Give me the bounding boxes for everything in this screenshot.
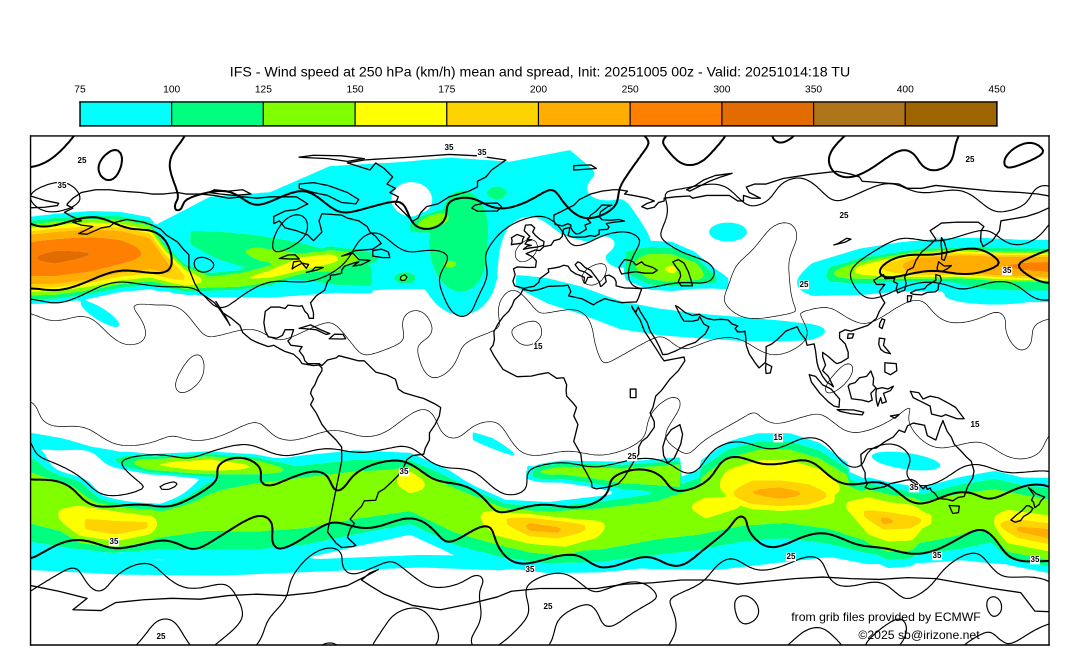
svg-text:35: 35 bbox=[1003, 266, 1012, 275]
svg-text:25: 25 bbox=[800, 280, 809, 289]
svg-text:250: 250 bbox=[622, 85, 639, 96]
svg-text:400: 400 bbox=[897, 85, 914, 96]
svg-text:35: 35 bbox=[910, 483, 919, 492]
svg-text:35: 35 bbox=[933, 551, 942, 560]
svg-text:175: 175 bbox=[438, 85, 455, 96]
svg-text:25: 25 bbox=[157, 632, 166, 641]
svg-text:25: 25 bbox=[787, 552, 796, 561]
svg-text:350: 350 bbox=[805, 85, 822, 96]
svg-text:15: 15 bbox=[774, 433, 783, 442]
svg-text:IFS - Wind speed at 250 hPa (k: IFS - Wind speed at 250 hPa (km/h) mean … bbox=[230, 65, 850, 81]
svg-text:15: 15 bbox=[534, 342, 543, 351]
svg-text:25: 25 bbox=[966, 155, 975, 164]
svg-text:75: 75 bbox=[74, 85, 86, 96]
svg-text:35: 35 bbox=[400, 467, 409, 476]
svg-text:15: 15 bbox=[971, 420, 980, 429]
svg-text:150: 150 bbox=[347, 85, 364, 96]
svg-text:from grib files provided by EC: from grib files provided by ECMWF bbox=[791, 610, 980, 624]
svg-text:35: 35 bbox=[445, 143, 454, 152]
svg-text:300: 300 bbox=[713, 85, 730, 96]
svg-text:100: 100 bbox=[163, 85, 180, 96]
svg-text:125: 125 bbox=[255, 85, 272, 96]
svg-text:©2025 sb@irizone.net: ©2025 sb@irizone.net bbox=[858, 628, 980, 642]
svg-text:25: 25 bbox=[544, 602, 553, 611]
svg-text:25: 25 bbox=[78, 156, 87, 165]
svg-text:200: 200 bbox=[530, 85, 547, 96]
svg-text:35: 35 bbox=[110, 537, 119, 546]
svg-text:35: 35 bbox=[58, 181, 67, 190]
svg-text:450: 450 bbox=[988, 85, 1005, 96]
svg-text:25: 25 bbox=[840, 211, 849, 220]
svg-text:35: 35 bbox=[1031, 555, 1040, 564]
svg-text:25: 25 bbox=[628, 452, 637, 461]
svg-text:35: 35 bbox=[478, 148, 487, 157]
svg-text:35: 35 bbox=[526, 565, 535, 574]
